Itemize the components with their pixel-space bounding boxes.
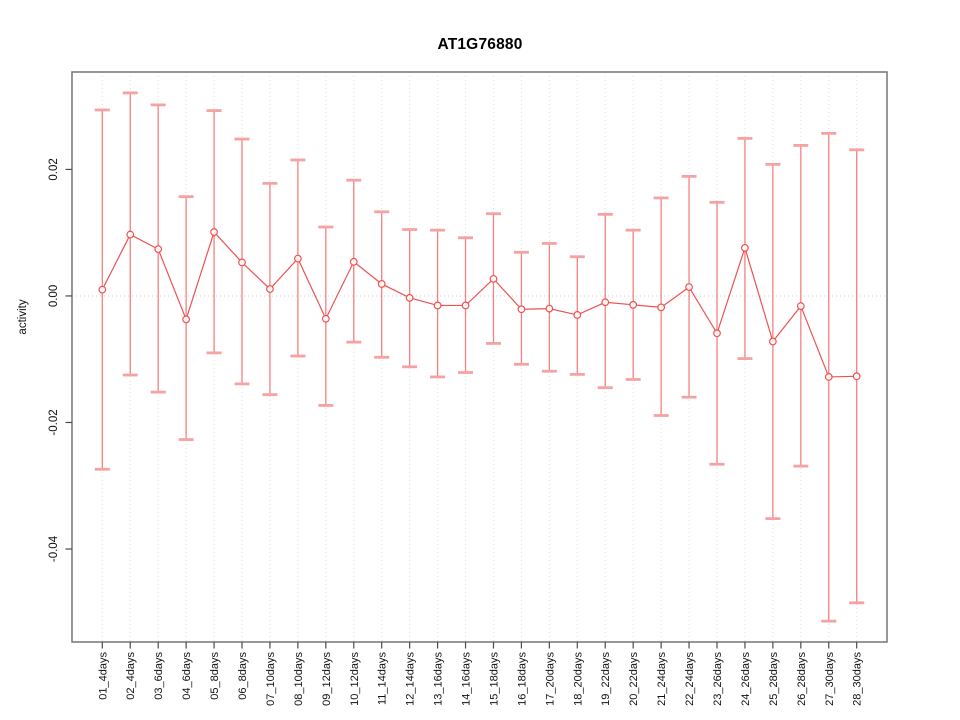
plot-frame [71, 71, 888, 643]
data-point [98, 285, 107, 294]
data-point [796, 302, 805, 310]
data-point [657, 303, 666, 312]
data-point [741, 243, 749, 252]
x-tick-label: 22_24days [684, 652, 696, 706]
y-tick-label: -0.02 [48, 409, 60, 435]
data-point [349, 257, 358, 266]
x-tick-label: 01_4days [97, 652, 109, 700]
data-point [824, 373, 833, 381]
data-point [377, 280, 386, 288]
data-point [126, 230, 135, 239]
y-tick-label: 0.00 [48, 285, 60, 307]
x-tick-label: 14_16days [461, 652, 473, 706]
data-point [685, 283, 693, 291]
x-tick-label: 06_8days [237, 652, 249, 700]
x-tick-label: 24_26days [740, 652, 752, 706]
chart-title: AT1G76880 [437, 36, 523, 53]
x-tick-label: 19_22days [600, 652, 612, 706]
x-tick-label: 05_8days [209, 652, 221, 700]
x-tick-label: 26_28days [796, 652, 808, 706]
x-tick-label: 23_26days [712, 652, 724, 706]
x-tick-label: 18_20days [572, 652, 584, 706]
x-tick-label: 12_14days [405, 652, 417, 706]
y-axis-label: activity [17, 299, 29, 334]
data-point [293, 254, 302, 263]
data-point [852, 372, 861, 381]
y-tick-label: -0.04 [48, 535, 60, 562]
data-point [238, 258, 246, 267]
x-tick-label: 03_6days [153, 652, 165, 700]
y-tick-label: 0.02 [48, 158, 60, 180]
x-tick-label: 11_14days [377, 652, 389, 706]
data-point [601, 298, 610, 307]
x-tick-label: 10_12days [349, 652, 361, 706]
data-point [405, 293, 414, 302]
data-point [321, 314, 330, 323]
x-tick-label: 09_12days [321, 652, 333, 706]
data-point [461, 301, 470, 310]
data-point [545, 304, 554, 313]
data-point [266, 285, 274, 293]
x-tick-label: 27_30days [824, 652, 836, 706]
x-tick-label: 15_18days [488, 652, 500, 706]
data-point [517, 305, 526, 314]
data-point [768, 337, 777, 346]
series-line [101, 230, 857, 378]
data-point [629, 300, 638, 309]
x-tick-label: 25_28days [768, 652, 780, 706]
data-point [182, 315, 191, 324]
x-tick-label: 07_10days [265, 652, 277, 706]
x-tick-label: 21_24days [656, 652, 668, 706]
data-point [154, 245, 163, 254]
x-tick-label: 16_18days [516, 652, 528, 706]
x-tick-label: 08_10days [293, 652, 305, 706]
data-point [210, 228, 218, 236]
x-tick-label: 20_22days [628, 652, 640, 706]
data-point [713, 329, 721, 338]
x-tick-label: 04_6days [181, 652, 193, 700]
x-tick-label: 02_4days [125, 652, 137, 700]
x-tick-label: 28_30days [852, 652, 864, 706]
x-tick-label: 13_16days [433, 652, 445, 706]
data-point [573, 311, 582, 319]
data-point [489, 274, 498, 283]
x-tick-label: 17_20days [544, 652, 556, 706]
data-point [433, 301, 442, 310]
